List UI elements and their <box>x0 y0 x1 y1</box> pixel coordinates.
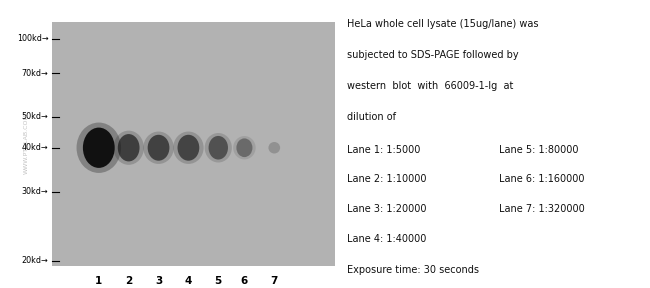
Bar <box>52 22 335 266</box>
Ellipse shape <box>118 134 140 161</box>
Ellipse shape <box>148 135 170 161</box>
Text: WWW.PTGLAB.COM: WWW.PTGLAB.COM <box>24 113 29 175</box>
Text: Lane 1: 1:5000: Lane 1: 1:5000 <box>347 145 421 155</box>
Text: Lane 5: 1:80000: Lane 5: 1:80000 <box>499 145 578 155</box>
Text: 100kd→: 100kd→ <box>17 34 49 43</box>
Text: 3: 3 <box>155 276 162 286</box>
Text: 50kd→: 50kd→ <box>22 112 49 121</box>
Text: Lane 4: 1:40000: Lane 4: 1:40000 <box>347 234 427 244</box>
Ellipse shape <box>77 123 121 173</box>
Text: 20kd→: 20kd→ <box>22 256 49 265</box>
Text: dilution of: dilution of <box>347 112 396 122</box>
Text: 40kd→: 40kd→ <box>22 143 49 152</box>
Text: western  blot  with  66009-1-Ig  at: western blot with 66009-1-Ig at <box>347 81 514 91</box>
Ellipse shape <box>83 128 114 168</box>
Ellipse shape <box>205 133 232 162</box>
Ellipse shape <box>114 131 144 165</box>
Text: subjected to SDS-PAGE followed by: subjected to SDS-PAGE followed by <box>347 50 519 60</box>
Ellipse shape <box>268 142 280 154</box>
Text: 30kd→: 30kd→ <box>22 187 49 196</box>
Text: Lane 3: 1:20000: Lane 3: 1:20000 <box>347 204 427 214</box>
Text: HeLa whole cell lysate (15ug/lane) was: HeLa whole cell lysate (15ug/lane) was <box>347 19 539 29</box>
Ellipse shape <box>237 139 252 157</box>
Text: 5: 5 <box>214 276 222 286</box>
Ellipse shape <box>177 135 200 161</box>
Text: 7: 7 <box>270 276 278 286</box>
Ellipse shape <box>173 132 203 164</box>
Text: 70kd→: 70kd→ <box>22 69 49 78</box>
Text: 1: 1 <box>95 276 103 286</box>
Text: 4: 4 <box>185 276 192 286</box>
Ellipse shape <box>143 132 174 164</box>
Text: 2: 2 <box>125 276 133 286</box>
Ellipse shape <box>209 136 228 160</box>
Text: Exposure time: 30 seconds: Exposure time: 30 seconds <box>347 265 479 275</box>
Text: Lane 7: 1:320000: Lane 7: 1:320000 <box>499 204 584 214</box>
Text: Lane 6: 1:160000: Lane 6: 1:160000 <box>499 174 584 184</box>
Ellipse shape <box>233 136 255 160</box>
Text: 6: 6 <box>240 276 248 286</box>
Text: Lane 2: 1:10000: Lane 2: 1:10000 <box>347 174 427 184</box>
